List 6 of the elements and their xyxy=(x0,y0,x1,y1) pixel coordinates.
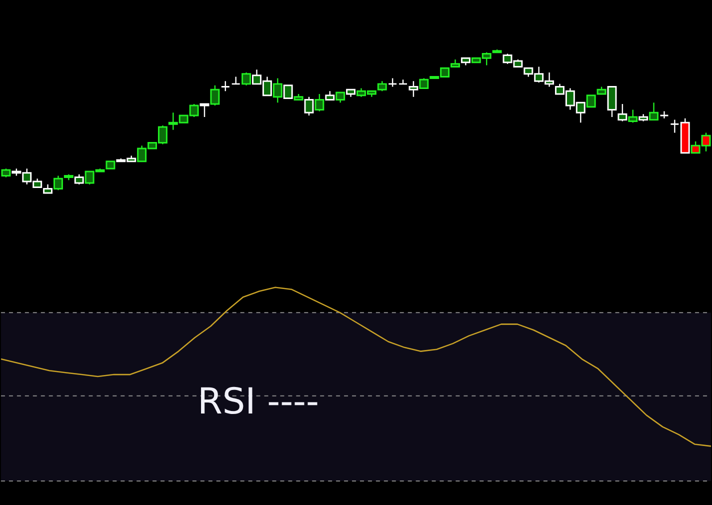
candlestick xyxy=(670,119,680,134)
candlestick xyxy=(377,80,387,92)
candlestick xyxy=(220,80,230,92)
annotation: RSI ---- xyxy=(197,382,319,423)
candlestick xyxy=(659,110,669,119)
candlestick xyxy=(231,76,241,85)
